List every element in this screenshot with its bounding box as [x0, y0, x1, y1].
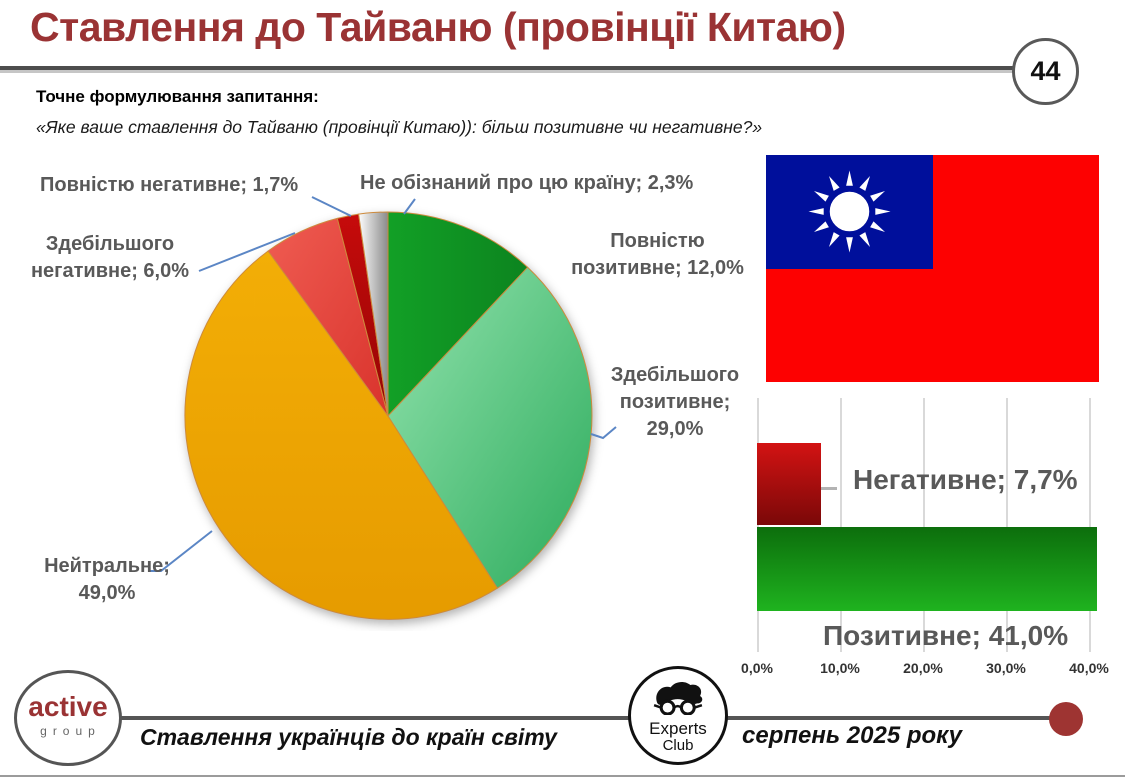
hair-shape	[656, 682, 703, 705]
page-title: Ставлення до Тайваню (провінції Китаю)	[30, 4, 846, 50]
x-tick-label: 40,0%	[1069, 660, 1109, 676]
bar-callout-dash	[821, 487, 837, 490]
title-divider	[0, 66, 1013, 70]
glasses-bridge	[673, 704, 683, 709]
flag-sun-icon	[808, 170, 891, 253]
experts-club-logo: Experts Club	[628, 666, 728, 765]
x-tick-label: 10,0%	[820, 660, 860, 676]
sun-disc	[827, 189, 872, 234]
experts-face-icon	[653, 682, 703, 716]
gridline-40,0%	[1089, 398, 1091, 652]
group-logo-word: group	[40, 724, 101, 738]
flag-canton	[766, 155, 933, 269]
experts-text: Experts	[649, 719, 707, 738]
sun-ray	[829, 176, 840, 191]
active-group-logo: active group	[14, 670, 122, 766]
sun-rays	[808, 170, 891, 253]
pie-label-mostly-negative: Здебільшого негативне; 6,0%	[30, 233, 190, 282]
left-lens	[659, 699, 676, 716]
page-number-badge: 44	[1012, 38, 1079, 105]
sun-ray	[859, 176, 870, 191]
sun-ray	[829, 232, 840, 247]
pie-slice-fully-positive	[387, 211, 529, 417]
gridline-0,0%	[757, 398, 759, 652]
question-label: Точне формулювання запитання:	[36, 87, 319, 106]
right-lens	[679, 699, 696, 716]
gridline-10,0%	[840, 398, 842, 652]
pie-label-fully-negative: Повністю негативне; 1,7%	[40, 174, 299, 196]
leader-neutral	[150, 530, 213, 572]
bottom-strip	[0, 775, 1125, 777]
x-tick-label: 20,0%	[903, 660, 943, 676]
pie-slices	[184, 211, 593, 620]
x-tick-label: 30,0%	[986, 660, 1026, 676]
leader-unaware	[403, 198, 416, 215]
gridline-30,0%	[1006, 398, 1008, 652]
question-quote: «Яке ваше ставлення до Тайваню (провінці…	[36, 117, 763, 137]
pie-label-neutral: Нейтральне; 49,0%	[44, 555, 170, 604]
sun-ray	[814, 191, 829, 202]
leader-fully-negative	[311, 196, 352, 217]
x-tick-label: 0,0%	[741, 660, 773, 676]
gridline-20,0%	[923, 398, 925, 652]
club-text: Club	[662, 736, 694, 754]
sun-ray	[870, 221, 885, 232]
glasses-temple-left	[653, 704, 662, 709]
pie-slice-neutral	[184, 250, 498, 620]
active-logo-word: active	[28, 691, 108, 722]
pie-label-unaware: Не обізнаний про цю країну; 2,3%	[360, 172, 694, 194]
glasses-temple-right	[693, 704, 703, 709]
pie-label-mostly-positive: Здебільшого позитивне; 29,0%	[610, 364, 740, 440]
taiwan-flag	[766, 155, 1099, 382]
sun-ray	[808, 208, 824, 215]
bar-label-positive: Позитивне; 41,0%	[823, 620, 1069, 651]
pie-chart	[150, 196, 617, 620]
leader-mostly-negative	[198, 232, 296, 272]
bar-negative	[757, 443, 821, 525]
leader-lines	[150, 196, 617, 572]
sun-ray	[875, 208, 891, 215]
bar-label-negative: Негативне; 7,7%	[853, 464, 1078, 495]
sun-ray	[814, 221, 829, 232]
leader-mostly-positive	[590, 426, 617, 440]
footer-dot	[1049, 702, 1083, 736]
sun-ray	[846, 237, 853, 253]
pie-label-fully-positive: Повністю позитивне; 12,0%	[571, 230, 744, 279]
sun-ray	[859, 232, 870, 247]
sun-ray	[846, 170, 853, 186]
sun-ray	[870, 191, 885, 202]
pie-slice-mostly-positive	[387, 266, 593, 589]
footer-caption: Ставлення українців до країн світу	[140, 724, 557, 750]
footer-divider	[58, 716, 1066, 720]
bar-chart: Негативне; 7,7% Позитивне; 41,0% 0,0% 10,…	[741, 398, 1109, 698]
bar-positive	[757, 527, 1097, 611]
footer-date: серпень 2025 року	[742, 722, 962, 749]
pie-slice-unaware	[358, 211, 389, 417]
